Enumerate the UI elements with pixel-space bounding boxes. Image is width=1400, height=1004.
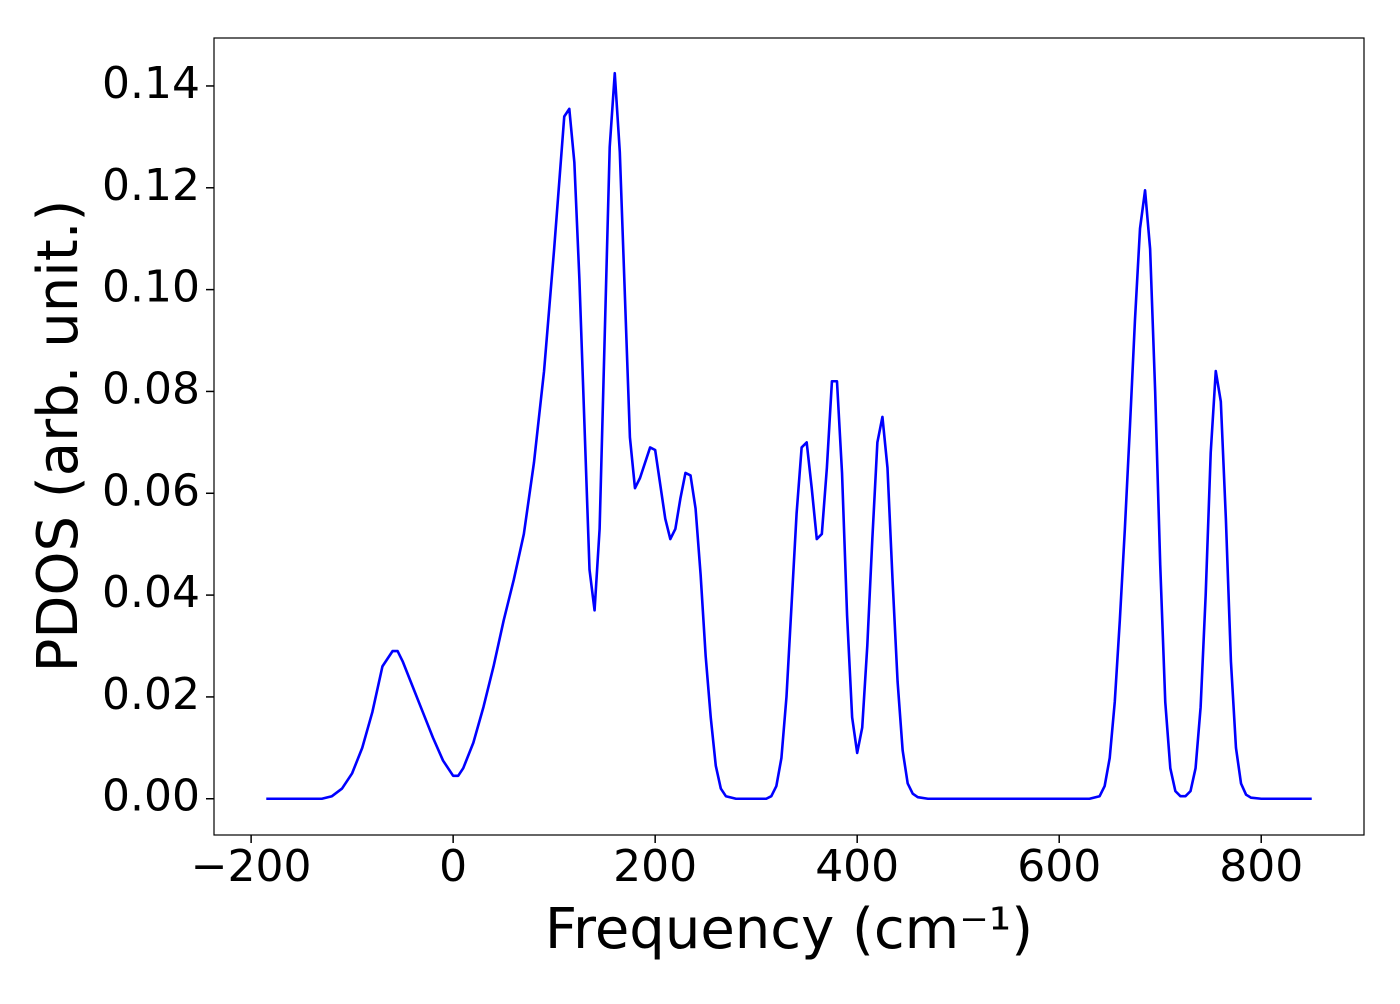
y-tick-label: 0.14	[102, 58, 200, 109]
x-tick-label: 200	[613, 841, 697, 892]
plot-frame	[213, 37, 1365, 836]
x-axis-label: Frequency (cm⁻¹)	[545, 897, 1033, 962]
data-line	[266, 71, 1312, 801]
x-tick-label: 400	[815, 841, 899, 892]
y-tick-label: 0.12	[102, 160, 200, 211]
y-tick-label: 0.08	[102, 363, 200, 414]
y-tick-label: 0.04	[102, 567, 200, 618]
x-tick-label: 800	[1219, 841, 1303, 892]
y-tick-label: 0.00	[102, 771, 200, 822]
x-tick-label: 0	[439, 841, 467, 892]
y-tick-label: 0.10	[102, 262, 200, 313]
x-tick-label: −200	[191, 841, 312, 892]
y-tick-label: 0.06	[102, 465, 200, 516]
y-tick-label: 0.02	[102, 669, 200, 720]
x-tick-label: 600	[1017, 841, 1101, 892]
y-axis-label: PDOS (arb. unit.)	[26, 200, 91, 673]
